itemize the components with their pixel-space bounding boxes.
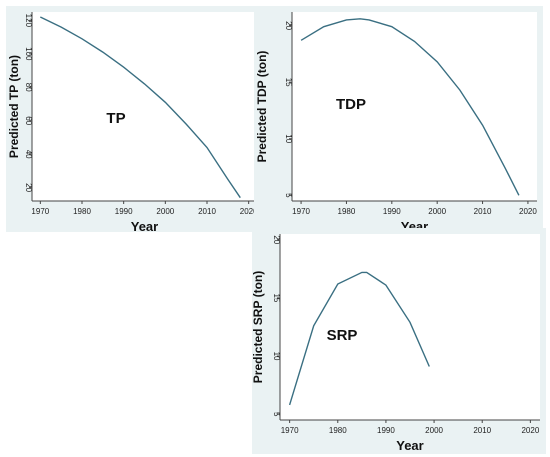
tp-x-axis-title: Year bbox=[131, 219, 158, 234]
srp-chart-panel: 1970 1980 1990 2000 2010 2020 5 10 15 20 Year Predi… bbox=[251, 228, 546, 454]
tdp-chart: 1970 1980 1990 2000 2010 20205101520YearPredi… bbox=[255, 12, 537, 234]
tp-x-tick-label: 2000 bbox=[156, 207, 174, 216]
tdp-panel-label: TDP bbox=[336, 96, 366, 113]
tp-chart: 1970 1980 1990 2000 2010 202020406080100120Ye… bbox=[7, 12, 258, 234]
srp-y-tick-label: 20 bbox=[272, 235, 281, 244]
srp-x-tick-label: 1970 bbox=[281, 426, 299, 435]
srp-series-line bbox=[288, 271, 430, 406]
tp-y-tick-label: 20 bbox=[24, 183, 33, 192]
tdp-chart-panel: 1970 1980 1990 2000 2010 2020 5 10 15 20 Year Predi… bbox=[254, 6, 543, 234]
tp-plot-area bbox=[32, 12, 257, 201]
srp-x-tick-label: 1980 bbox=[329, 426, 347, 435]
tp-x-tick-label: 2020 bbox=[240, 207, 258, 216]
tdp-plot-area bbox=[292, 12, 537, 201]
tdp-x-tick-label: 1990 bbox=[383, 207, 401, 216]
tdp-x-tick-label: 2010 bbox=[474, 207, 492, 216]
tdp-y-tick-label: 10 bbox=[284, 134, 293, 143]
tdp-x-tick-label: 2000 bbox=[428, 207, 446, 216]
tp-x-tick-label: 1970 bbox=[31, 207, 49, 216]
srp-plot-area bbox=[280, 234, 540, 420]
tp-y-tick-label: 120 bbox=[24, 14, 33, 28]
tp-y-axis-title: Predicted TP (ton) bbox=[7, 55, 21, 158]
tdp-x-tick-label: 2020 bbox=[519, 207, 537, 216]
srp-x-axis-title: Year bbox=[396, 438, 423, 453]
tp-y-tick-label: 100 bbox=[24, 47, 33, 61]
tp-x-tick-label: 2010 bbox=[198, 207, 216, 216]
tp-x-tick-label: 1980 bbox=[73, 207, 91, 216]
srp-y-tick-label: 15 bbox=[272, 293, 281, 302]
tp-chart-panel: 1970 1980 1990 2000 2010 2020 20 40 60 80 100 120 Ye… bbox=[6, 6, 263, 234]
srp-y-tick-label: 10 bbox=[272, 352, 281, 361]
tdp-y-tick-label: 5 bbox=[284, 193, 293, 198]
tdp-x-tick-label: 1980 bbox=[338, 207, 356, 216]
srp-x-tick-label: 2020 bbox=[521, 426, 539, 435]
tp-x-tick-label: 1990 bbox=[115, 207, 133, 216]
tdp-y-tick-label: 20 bbox=[284, 21, 293, 30]
srp-chart: 1970 1980 1990 2000 2010 2020 5 10 15 20 Year Predi… bbox=[251, 234, 540, 453]
srp-y-tick-label: 5 bbox=[272, 412, 281, 417]
tp-y-tick-label: 60 bbox=[24, 116, 33, 125]
tdp-series-line bbox=[300, 18, 520, 196]
tp-y-tick-label: 40 bbox=[24, 150, 33, 159]
tdp-y-tick-label: 15 bbox=[284, 78, 293, 87]
tp-y-tick-label: 80 bbox=[24, 83, 33, 92]
srp-x-tick-label: 2000 bbox=[425, 426, 443, 435]
srp-panel-label: SRP bbox=[327, 327, 358, 344]
srp-x-tick-label: 2010 bbox=[473, 426, 491, 435]
tp-panel-label: TP bbox=[106, 110, 125, 127]
tdp-y-axis-title: Predicted TDP (ton) bbox=[255, 51, 269, 163]
srp-y-axis-title: Predicted SRP (ton) bbox=[251, 271, 265, 383]
srp-x-tick-label: 1990 bbox=[377, 426, 395, 435]
tdp-x-tick-label: 1970 bbox=[292, 207, 310, 216]
tp-series-line bbox=[39, 16, 241, 199]
